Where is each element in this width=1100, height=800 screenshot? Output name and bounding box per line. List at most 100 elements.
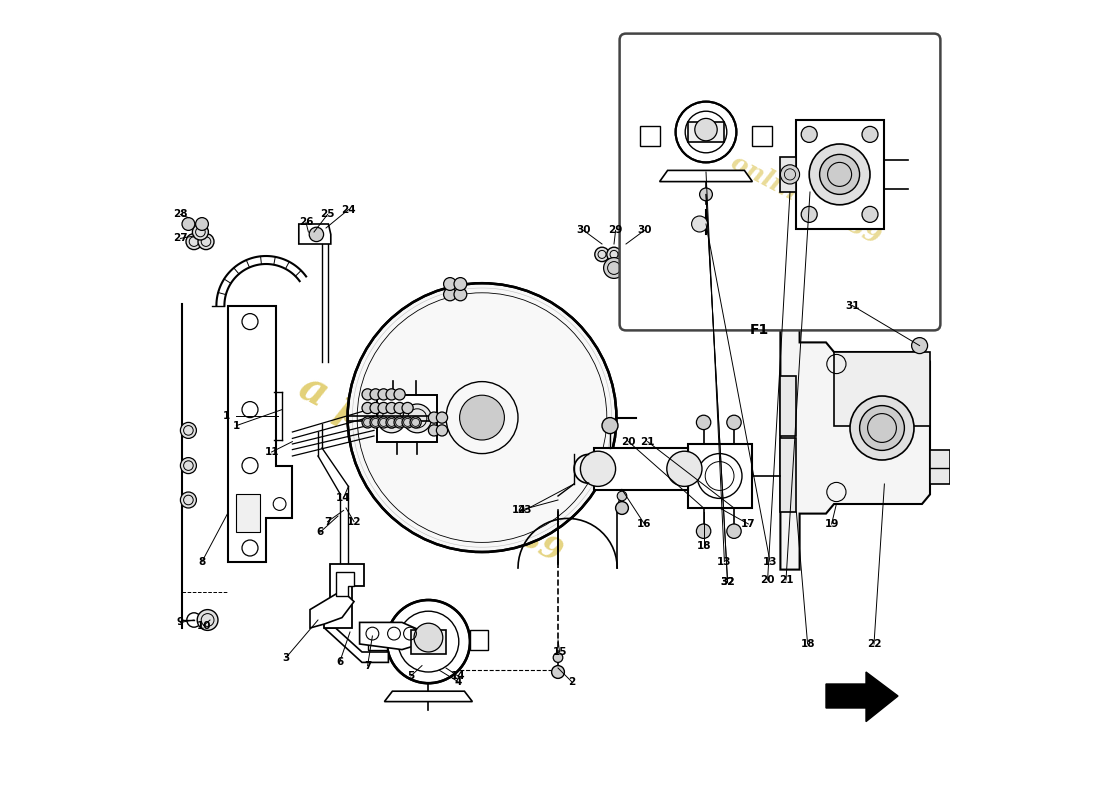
Circle shape [196,218,208,230]
Text: online 1989: online 1989 [365,442,568,569]
Polygon shape [834,352,929,426]
Circle shape [370,402,382,414]
Text: 1: 1 [233,421,240,430]
Circle shape [667,451,702,486]
Text: 32: 32 [720,578,735,587]
Text: 6: 6 [317,527,324,537]
Circle shape [386,389,397,400]
Circle shape [198,234,214,250]
Circle shape [378,402,389,414]
FancyBboxPatch shape [689,122,724,142]
Circle shape [696,524,711,538]
Circle shape [460,395,505,440]
Circle shape [437,425,448,436]
Circle shape [180,492,197,508]
Circle shape [602,418,618,434]
Text: 30: 30 [576,226,591,235]
Circle shape [182,218,195,230]
Polygon shape [324,564,364,628]
Text: 8: 8 [198,557,206,566]
Circle shape [362,402,373,414]
Text: 14: 14 [451,671,465,681]
Text: 18: 18 [801,639,815,649]
Circle shape [394,417,405,428]
Circle shape [454,278,466,290]
Text: 23: 23 [517,506,531,515]
Polygon shape [688,444,751,508]
Text: 22: 22 [867,639,881,649]
FancyBboxPatch shape [410,630,446,654]
Text: 30: 30 [637,226,651,235]
Circle shape [386,402,397,414]
Text: 26: 26 [299,218,314,227]
Circle shape [414,623,443,652]
Polygon shape [324,628,388,662]
Text: 7: 7 [364,661,372,670]
Polygon shape [640,126,660,146]
Text: 20: 20 [760,575,774,585]
Text: 3: 3 [283,653,289,662]
Circle shape [362,389,373,400]
Circle shape [862,126,878,142]
Text: online 1989: online 1989 [727,150,884,250]
Circle shape [309,227,323,242]
Text: 21: 21 [779,575,793,585]
Text: 12: 12 [346,517,361,526]
Text: 17: 17 [741,519,756,529]
Polygon shape [384,691,472,702]
Text: 4: 4 [454,677,462,686]
Text: 13: 13 [717,557,732,566]
Circle shape [553,653,563,662]
Text: 13: 13 [762,557,778,566]
Text: 19: 19 [824,519,839,529]
Circle shape [820,154,859,194]
Circle shape [428,425,440,436]
Circle shape [362,417,373,428]
Polygon shape [310,590,354,628]
Text: 27: 27 [173,234,188,243]
Polygon shape [930,450,950,484]
Circle shape [859,406,904,450]
Circle shape [387,600,470,683]
Circle shape [862,206,878,222]
Circle shape [581,451,616,486]
Polygon shape [780,438,796,512]
Circle shape [378,389,389,400]
Circle shape [619,247,634,262]
Circle shape [403,404,431,433]
Polygon shape [236,494,261,532]
Circle shape [695,118,717,141]
Text: 32: 32 [720,578,735,587]
Circle shape [700,188,713,201]
Circle shape [912,338,927,354]
Circle shape [410,417,421,428]
Circle shape [454,288,466,301]
Polygon shape [826,672,898,722]
Circle shape [604,258,625,278]
Circle shape [428,412,440,423]
Circle shape [675,102,736,162]
Text: 1: 1 [222,411,230,421]
FancyBboxPatch shape [619,34,940,330]
Circle shape [810,144,870,205]
Text: 14: 14 [513,506,527,515]
Polygon shape [795,120,883,229]
Text: 10: 10 [196,621,211,630]
Circle shape [801,126,817,142]
Circle shape [377,404,406,433]
Circle shape [394,402,405,414]
Polygon shape [660,170,752,182]
Text: 29: 29 [608,226,623,235]
Polygon shape [780,376,796,436]
Circle shape [443,278,456,290]
Text: 16: 16 [637,519,651,529]
Text: 25: 25 [320,210,334,219]
Circle shape [443,288,456,301]
FancyBboxPatch shape [377,395,437,442]
Circle shape [192,224,208,240]
Polygon shape [299,224,331,244]
Circle shape [197,610,218,630]
Circle shape [370,389,382,400]
Text: 24: 24 [341,205,355,214]
Circle shape [370,417,382,428]
